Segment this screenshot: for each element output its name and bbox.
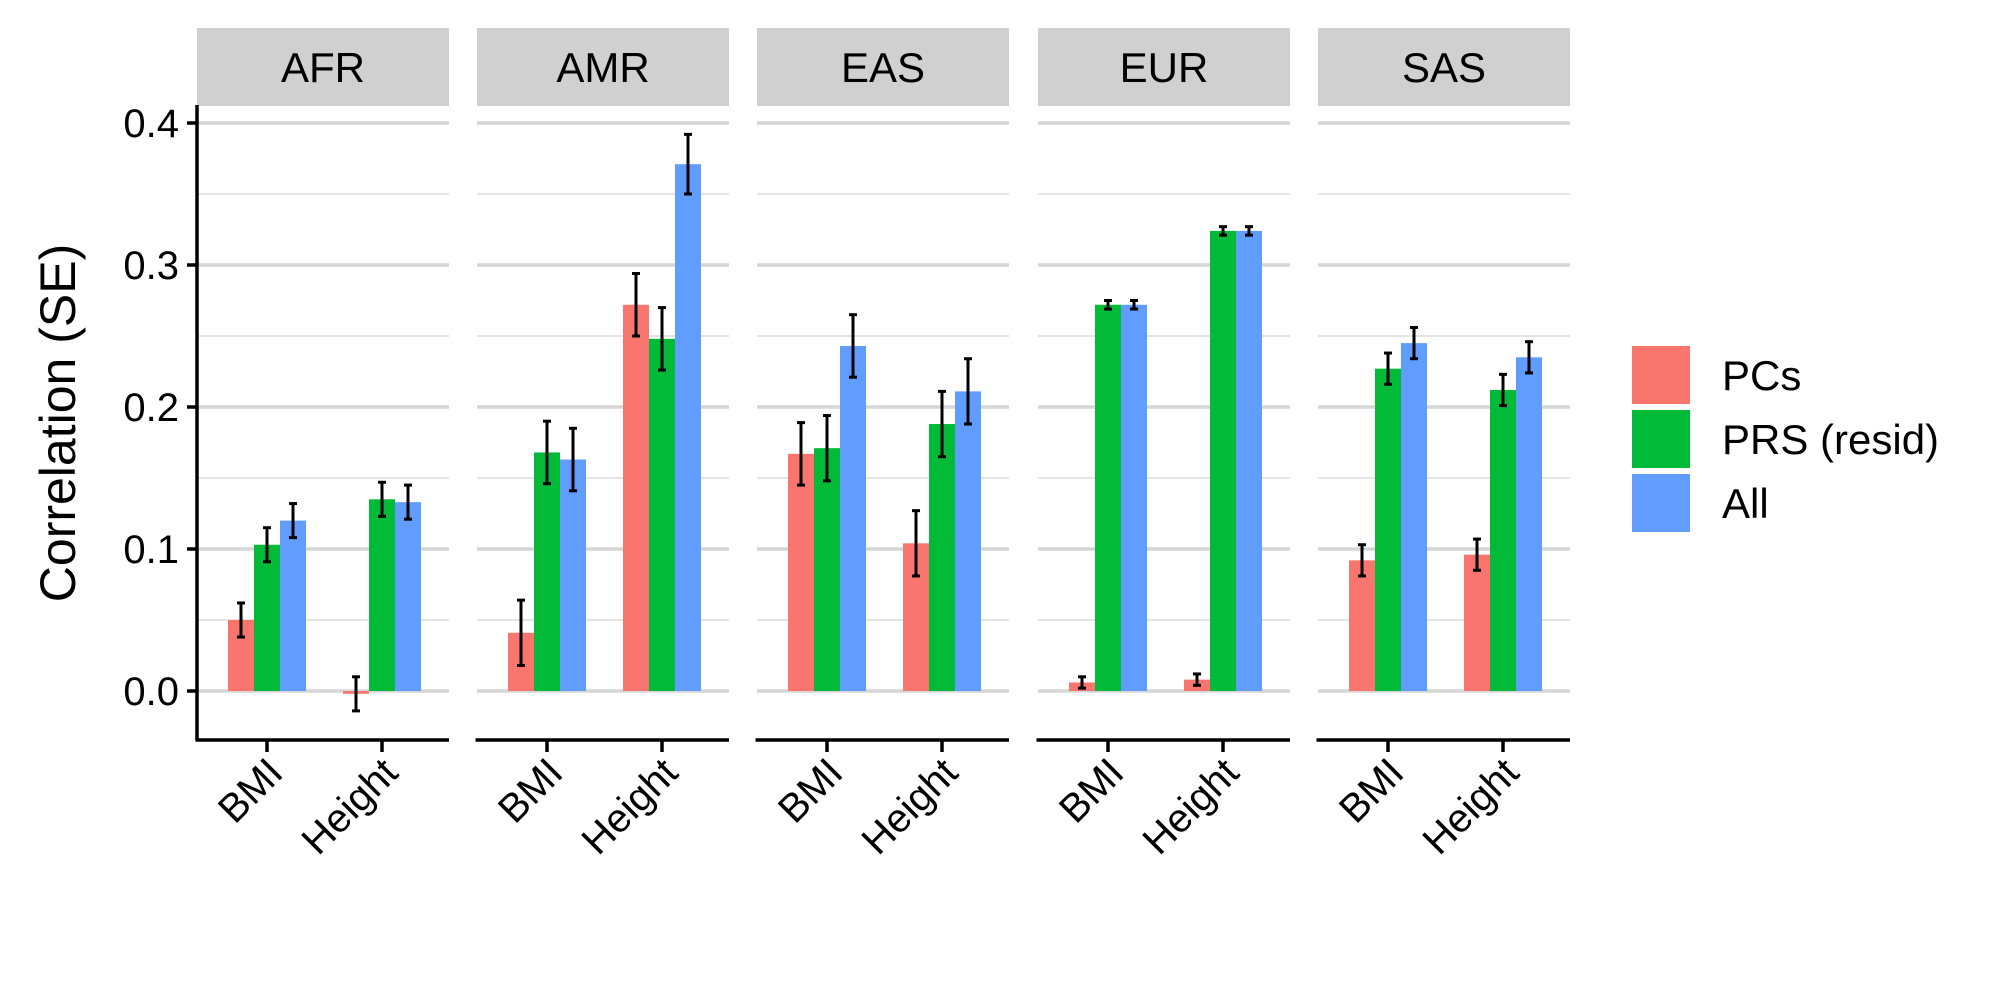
bar-all-height <box>395 502 421 691</box>
bar-all-height <box>1236 230 1262 692</box>
x-tick-label: Height <box>1134 750 1247 863</box>
bar-pcs-bmi <box>788 453 814 691</box>
bar-prs-resid-height <box>1210 230 1236 692</box>
legend-key-pcs <box>1632 346 1690 404</box>
facet-panel-afr: AFR BMI Height 0.0 0.1 0.2 0.3 0.4 <box>123 28 449 863</box>
y-axis-title: Correlation (SE) <box>30 244 86 602</box>
legend-key-prs-resid <box>1632 410 1690 468</box>
x-tick-label: Height <box>293 750 406 863</box>
bar-all-bmi <box>560 459 586 691</box>
facet-strip-label: AFR <box>281 44 365 91</box>
legend-label: All <box>1722 480 1769 527</box>
bar-prs-resid-bmi <box>254 544 280 691</box>
x-tick-label: BMI <box>1051 750 1132 831</box>
y-tick-label: 0.4 <box>123 102 179 146</box>
y-tick-label: 0.1 <box>123 528 179 572</box>
bar-prs-resid-height <box>1490 389 1516 691</box>
bar-all-bmi <box>1121 304 1147 691</box>
y-tick-label: 0.2 <box>123 386 179 430</box>
x-tick-label: Height <box>573 750 686 863</box>
bar-all-bmi <box>840 345 866 691</box>
legend: PCs PRS (resid) All <box>1632 346 1939 532</box>
facet-strip <box>757 28 1009 106</box>
facet-strip <box>1318 28 1570 106</box>
bar-prs-resid-bmi <box>534 452 560 691</box>
x-tick-label: BMI <box>210 750 291 831</box>
bar-all-height <box>955 391 981 691</box>
x-tick-label: BMI <box>770 750 851 831</box>
bar-prs-resid-height <box>369 499 395 691</box>
bar-prs-resid-bmi <box>814 448 840 691</box>
bar-prs-resid-bmi <box>1095 304 1121 691</box>
bar-all-height <box>1516 357 1542 691</box>
bar-all-bmi <box>280 520 306 691</box>
facet-panel-sas: SAS BMI Height <box>1316 28 1570 863</box>
bar-all-bmi <box>1401 343 1427 691</box>
x-tick-label: Height <box>1414 750 1527 863</box>
legend-key-all <box>1632 474 1690 532</box>
bar-pcs-height <box>623 304 649 691</box>
bar-prs-resid-height <box>929 424 955 691</box>
x-tick-label: BMI <box>490 750 571 831</box>
facet-strip-label: AMR <box>556 44 649 91</box>
y-tick-label: 0.3 <box>123 244 179 288</box>
facet-strip-label: EAS <box>841 44 925 91</box>
facet-strip-label: SAS <box>1402 44 1486 91</box>
bar-pcs-height <box>1464 554 1490 691</box>
bar-prs-resid-bmi <box>1375 368 1401 691</box>
facet-panel-amr: AMR BMI Height <box>475 28 729 863</box>
facet-strip <box>197 28 449 106</box>
legend-label: PRS (resid) <box>1722 416 1939 463</box>
bar-pcs-bmi <box>1349 560 1375 691</box>
facet-panel-eur: EUR BMI Height <box>1036 28 1290 863</box>
y-tick-label: 0.0 <box>123 670 179 714</box>
facet-strip <box>1038 28 1290 106</box>
facet-strip <box>477 28 729 106</box>
legend-label: PCs <box>1722 352 1801 399</box>
x-tick-label: BMI <box>1331 750 1412 831</box>
bar-prs-resid-height <box>649 338 675 691</box>
facet-strip-label: EUR <box>1120 44 1209 91</box>
bar-all-height <box>675 164 701 691</box>
x-tick-label: Height <box>853 750 966 863</box>
facet-panel-eas: EAS BMI Height <box>755 28 1009 863</box>
